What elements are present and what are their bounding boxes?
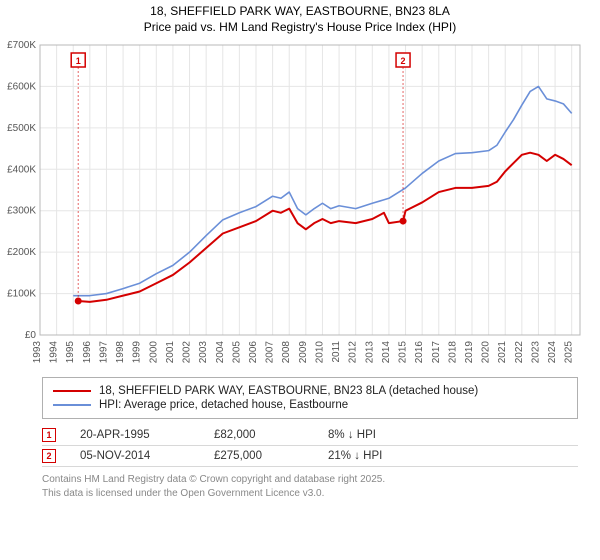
svg-text:2024: 2024 bbox=[547, 341, 558, 364]
svg-text:2018: 2018 bbox=[447, 341, 458, 364]
svg-text:2002: 2002 bbox=[182, 341, 193, 364]
svg-text:2: 2 bbox=[401, 56, 406, 66]
sale-row: 1 20-APR-1995 £82,000 8% ↓ HPI bbox=[42, 425, 578, 446]
legend: 18, SHEFFIELD PARK WAY, EASTBOURNE, BN23… bbox=[42, 377, 578, 419]
sale-date: 05-NOV-2014 bbox=[80, 450, 190, 462]
sales-table: 1 20-APR-1995 £82,000 8% ↓ HPI 2 05-NOV-2014 £… bbox=[42, 425, 578, 467]
legend-row: HPI: Average price, detached house, East… bbox=[53, 398, 567, 412]
svg-text:2010: 2010 bbox=[314, 341, 325, 364]
svg-text:2020: 2020 bbox=[481, 341, 492, 364]
svg-text:£500K: £500K bbox=[7, 123, 36, 134]
legend-label: 18, SHEFFIELD PARK WAY, EASTBOURNE, BN23… bbox=[99, 385, 478, 397]
svg-text:1996: 1996 bbox=[82, 341, 93, 364]
svg-text:1999: 1999 bbox=[132, 341, 143, 364]
svg-text:2019: 2019 bbox=[464, 341, 475, 364]
svg-text:1997: 1997 bbox=[98, 341, 109, 364]
svg-text:2007: 2007 bbox=[265, 341, 276, 364]
svg-text:2004: 2004 bbox=[215, 341, 226, 364]
chart-title: 18, SHEFFIELD PARK WAY, EASTBOURNE, BN23… bbox=[0, 0, 600, 35]
svg-text:2012: 2012 bbox=[348, 341, 359, 364]
svg-text:2016: 2016 bbox=[414, 341, 425, 364]
svg-text:2023: 2023 bbox=[530, 341, 541, 364]
svg-text:2009: 2009 bbox=[298, 341, 309, 364]
sale-marker: 1 bbox=[42, 428, 56, 442]
sale-delta: 8% ↓ HPI bbox=[328, 429, 376, 441]
legend-row: 18, SHEFFIELD PARK WAY, EASTBOURNE, BN23… bbox=[53, 384, 567, 398]
title-line1: 18, SHEFFIELD PARK WAY, EASTBOURNE, BN23… bbox=[0, 4, 600, 20]
attribution-footer: Contains HM Land Registry data © Crown c… bbox=[42, 473, 578, 500]
chart-area: £0 £100K £200K £300K £400K £500K £600K £700K 199… bbox=[0, 35, 600, 375]
svg-text:2001: 2001 bbox=[165, 341, 176, 364]
sale-price: £82,000 bbox=[214, 429, 304, 441]
svg-text:£200K: £200K bbox=[7, 247, 36, 258]
svg-text:1: 1 bbox=[76, 56, 81, 66]
svg-text:2000: 2000 bbox=[148, 341, 159, 364]
svg-text:2005: 2005 bbox=[231, 341, 242, 364]
sale-price: £275,000 bbox=[214, 450, 304, 462]
line-chart: £0 £100K £200K £300K £400K £500K £600K £700K 199… bbox=[0, 35, 600, 375]
sale-marker: 2 bbox=[42, 449, 56, 463]
svg-text:2021: 2021 bbox=[497, 341, 508, 364]
svg-text:2015: 2015 bbox=[398, 341, 409, 364]
svg-text:2017: 2017 bbox=[431, 341, 442, 364]
svg-text:£400K: £400K bbox=[7, 164, 36, 175]
svg-text:£100K: £100K bbox=[7, 289, 36, 300]
svg-text:£700K: £700K bbox=[7, 40, 36, 51]
legend-swatch bbox=[53, 404, 91, 406]
svg-text:2008: 2008 bbox=[281, 341, 292, 364]
legend-label: HPI: Average price, detached house, East… bbox=[99, 399, 348, 411]
svg-text:£300K: £300K bbox=[7, 206, 36, 217]
svg-text:2003: 2003 bbox=[198, 341, 209, 364]
svg-text:2022: 2022 bbox=[514, 341, 525, 364]
footer-line2: This data is licensed under the Open Gov… bbox=[42, 487, 578, 501]
title-line2: Price paid vs. HM Land Registry's House … bbox=[0, 20, 600, 36]
sale-date: 20-APR-1995 bbox=[80, 429, 190, 441]
footer-line1: Contains HM Land Registry data © Crown c… bbox=[42, 473, 578, 487]
sale-row: 2 05-NOV-2014 £275,000 21% ↓ HPI bbox=[42, 446, 578, 467]
svg-text:2025: 2025 bbox=[564, 341, 575, 364]
svg-text:1994: 1994 bbox=[49, 341, 60, 364]
legend-swatch bbox=[53, 390, 91, 393]
svg-text:£600K: £600K bbox=[7, 82, 36, 93]
sale-delta: 21% ↓ HPI bbox=[328, 450, 382, 462]
svg-text:2011: 2011 bbox=[331, 341, 342, 363]
svg-text:1993: 1993 bbox=[32, 341, 43, 364]
svg-text:2014: 2014 bbox=[381, 341, 392, 364]
svg-text:1998: 1998 bbox=[115, 341, 126, 364]
svg-text:£0: £0 bbox=[25, 330, 37, 341]
svg-text:1995: 1995 bbox=[65, 341, 76, 364]
svg-text:2013: 2013 bbox=[364, 341, 375, 364]
svg-text:2006: 2006 bbox=[248, 341, 259, 364]
